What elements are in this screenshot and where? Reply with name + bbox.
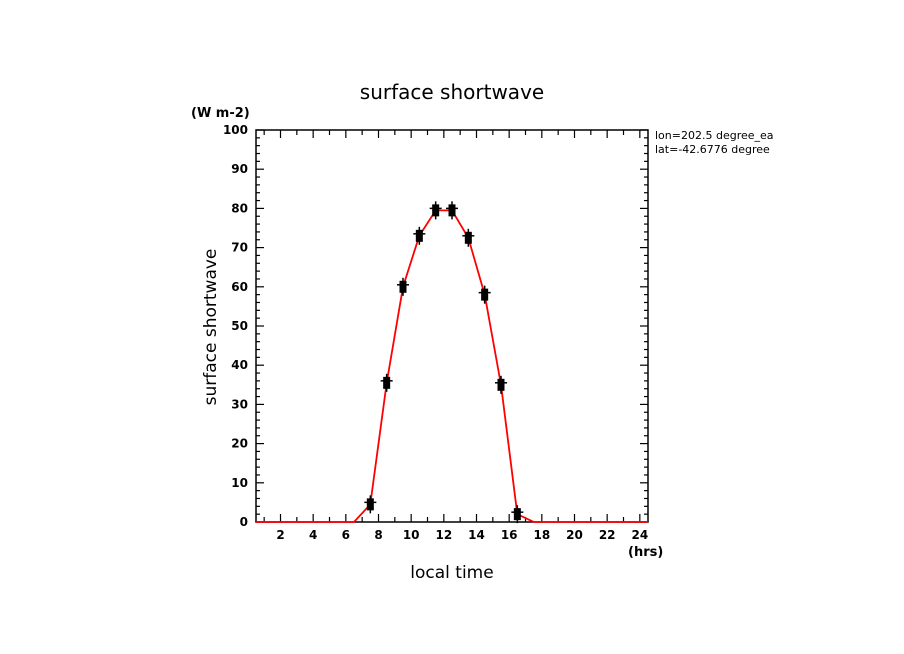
data-line-layer xyxy=(256,209,648,523)
y-tick-label: 40 xyxy=(231,358,248,372)
data-markers xyxy=(364,201,524,524)
data-marker xyxy=(429,201,442,220)
y-tick-label: 30 xyxy=(231,397,248,411)
plot-frame xyxy=(255,129,649,523)
location-annotation-lon: lon=202.5 degree_ea xyxy=(655,129,774,142)
data-marker xyxy=(511,505,524,524)
x-tick-label: 22 xyxy=(599,528,616,542)
x-tick-label: 8 xyxy=(374,528,382,542)
x-axis-title: local time xyxy=(410,563,493,583)
data-marker xyxy=(495,375,507,394)
x-tick-label: 12 xyxy=(435,528,452,542)
series-line xyxy=(256,209,648,523)
x-tick-label: 20 xyxy=(566,528,583,542)
x-tick-label: 2 xyxy=(276,528,284,542)
x-tick-label: 4 xyxy=(309,528,317,542)
data-marker xyxy=(413,226,426,245)
x-tick-label: 16 xyxy=(501,528,518,542)
chart-title: surface shortwave xyxy=(360,80,544,104)
data-marker xyxy=(446,201,458,220)
y-tick-label: 90 xyxy=(231,162,248,176)
x-units-label: (hrs) xyxy=(628,545,663,560)
annotation-clip xyxy=(779,125,904,165)
location-annotation-lat: lat=-42.6776 degree xyxy=(655,143,770,156)
y-tick-label: 60 xyxy=(231,280,248,294)
y-tick-label: 80 xyxy=(231,201,248,215)
data-marker xyxy=(478,285,491,304)
data-marker xyxy=(364,495,377,514)
y-tick-label: 50 xyxy=(231,319,248,333)
data-marker xyxy=(462,228,475,247)
axes: 2 4 6 8 10 12 14 16 18 20 22 2401020304050607080901… xyxy=(223,123,649,542)
y-tick-label: 20 xyxy=(231,437,248,451)
x-tick-label: 6 xyxy=(342,528,350,542)
y-tick-label: 0 xyxy=(240,515,248,529)
x-tick-label: 18 xyxy=(533,528,550,542)
y-tick-label: 100 xyxy=(223,123,248,137)
y-units-label: (W m-2) xyxy=(191,106,250,121)
y-tick-label: 70 xyxy=(231,241,248,255)
y-tick-label: 10 xyxy=(231,476,248,490)
x-tick-label: 10 xyxy=(403,528,420,542)
data-marker xyxy=(380,373,393,392)
x-tick-label: 14 xyxy=(468,528,485,542)
y-axis-title: surface shortwave xyxy=(201,249,221,406)
x-tick-label: 24 xyxy=(631,528,648,542)
data-marker xyxy=(397,277,409,296)
